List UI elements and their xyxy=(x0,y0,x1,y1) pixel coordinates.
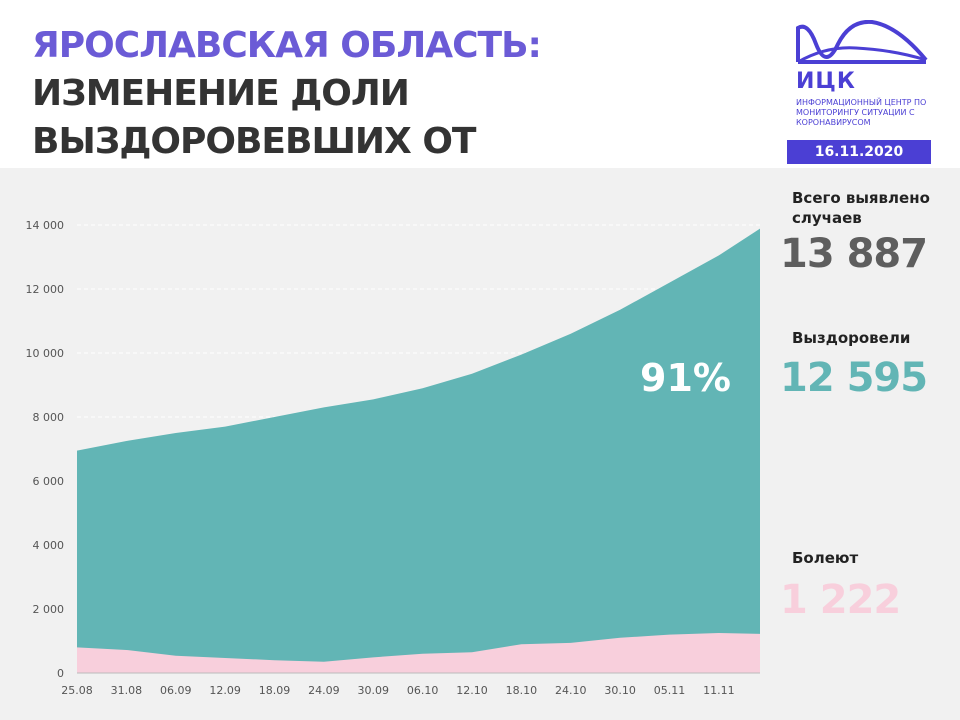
total-cases-label: Всего выявлено случаев xyxy=(792,189,930,227)
total-cases-value: 13 887 xyxy=(780,231,928,277)
y-tick-label: 2 000 xyxy=(33,603,65,616)
x-tick-label: 18.10 xyxy=(506,684,538,697)
y-tick-label: 10 000 xyxy=(26,347,65,360)
y-axis-ticks: 0 2 000 4 000 6 000 8 000 10 000 12 000 14 000 xyxy=(26,219,65,680)
x-tick-label: 05.11 xyxy=(654,684,686,697)
logo-subtitle: Информационный центр по мониторингу ситу… xyxy=(796,98,927,127)
x-tick-label: 24.10 xyxy=(555,684,587,697)
x-tick-label: 25.08 xyxy=(61,684,93,697)
y-tick-label: 0 xyxy=(57,667,64,680)
title-region: Ярославская область: xyxy=(32,25,542,66)
x-axis-ticks: 25.08 31.08 06.09 12.09 18.09 24.09 30.09 06.10… xyxy=(61,672,760,697)
logo-icon xyxy=(796,20,928,64)
series-areas xyxy=(77,228,760,673)
x-tick-label: 30.09 xyxy=(357,684,389,697)
recovered-value: 12 595 xyxy=(780,355,928,401)
x-tick-label: 12.10 xyxy=(456,684,488,697)
header: Ярославская область: изменение доли вызд… xyxy=(0,0,960,210)
x-tick-label: 11.11 xyxy=(703,684,735,697)
series-area xyxy=(77,228,760,673)
y-tick-label: 6 000 xyxy=(33,475,65,488)
sick-label: Болеют xyxy=(792,549,859,567)
x-tick-label: 30.10 xyxy=(604,684,636,697)
y-tick-label: 14 000 xyxy=(26,219,65,232)
logo-name: ИЦК xyxy=(796,69,856,94)
y-tick-label: 8 000 xyxy=(33,411,65,424)
x-tick-label: 31.08 xyxy=(111,684,143,697)
recovered-label: Выздоровели xyxy=(792,329,911,347)
y-tick-label: 4 000 xyxy=(33,539,65,552)
x-tick-label: 18.09 xyxy=(259,684,291,697)
date-badge: 16.11.2020 xyxy=(787,140,931,164)
x-tick-label: 24.09 xyxy=(308,684,340,697)
x-tick-label: 06.10 xyxy=(407,684,439,697)
y-tick-label: 12 000 xyxy=(26,283,65,296)
x-tick-label: 06.09 xyxy=(160,684,192,697)
x-tick-label: 12.09 xyxy=(209,684,241,697)
sick-value: 1 222 xyxy=(780,577,901,623)
recovered-percent-label: 91% xyxy=(640,356,731,400)
series-area xyxy=(77,633,760,673)
